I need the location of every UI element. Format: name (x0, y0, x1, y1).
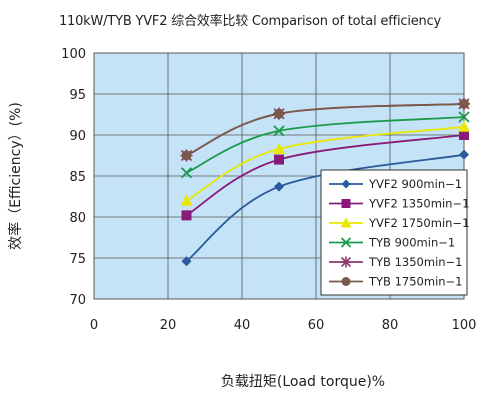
data-point (273, 142, 285, 154)
data-point (274, 108, 284, 119)
y-tick-label: 85 (69, 170, 86, 185)
y-tick-label: 100 (61, 47, 86, 62)
legend-marker (340, 256, 352, 268)
legend-label: YVF2 900min−1 (368, 177, 462, 191)
legend-marker (340, 237, 352, 248)
legend: YVF2 900min−1 YVF2 1350min−1 YVF2 1750min−… (320, 169, 469, 296)
data-point (458, 111, 470, 123)
data-point (459, 98, 469, 109)
x-axis-label: 负载扭矩(Load torque)% (221, 374, 385, 390)
series-line-1 (186, 134, 465, 217)
legend-label: YVF2 1750min−1 (368, 216, 469, 230)
y-axis-ticks: 70 75 80 85 90 95 100 (61, 47, 86, 308)
x-tick-label: 80 (382, 318, 399, 333)
data-point (459, 130, 469, 140)
legend-marker (340, 217, 352, 228)
series-line-2 (186, 125, 465, 202)
legend-marker (341, 199, 351, 208)
data-point (458, 120, 470, 132)
series-lines (185, 102, 465, 262)
chart-title: 110kW/TYB YVF2 综合效率比较 Comparison of tota… (58, 14, 442, 29)
data-point (181, 210, 192, 221)
x-tick-label: 20 (160, 318, 177, 333)
y-tick-label: 70 (69, 293, 86, 308)
data-point (274, 181, 284, 192)
y-axis-label: 效率（Efficiency）(%) (7, 102, 24, 250)
data-point (181, 256, 192, 267)
legend-box (320, 169, 468, 296)
data-point (181, 150, 192, 161)
legend-label: YVF2 1350min−1 (368, 197, 469, 211)
legend-label: TYB 1750min−1 (368, 275, 463, 289)
x-tick-label: 0 (90, 318, 98, 333)
data-point (274, 154, 284, 165)
legend-label: TYB 900min−1 (368, 236, 455, 250)
legend-marker (341, 179, 351, 189)
data-point (459, 149, 469, 160)
data-point (273, 125, 285, 137)
x-tick-label: 60 (308, 318, 325, 333)
data-point (180, 194, 193, 206)
y-tick-label: 75 (69, 252, 86, 267)
series-line-5 (186, 102, 465, 157)
y-tick-label: 80 (69, 211, 86, 226)
series-line-3 (186, 116, 465, 174)
series-markers (180, 97, 470, 267)
y-tick-label: 95 (69, 88, 86, 103)
y-tick-label: 90 (69, 129, 86, 144)
data-point (180, 167, 193, 179)
legend-label: TYB 1350min−1 (368, 255, 463, 269)
x-tick-label: 100 (452, 318, 477, 333)
legend-marker (341, 277, 351, 286)
x-tick-label: 40 (234, 318, 251, 333)
x-axis-ticks: 0 20 40 60 80 100 (90, 318, 477, 333)
